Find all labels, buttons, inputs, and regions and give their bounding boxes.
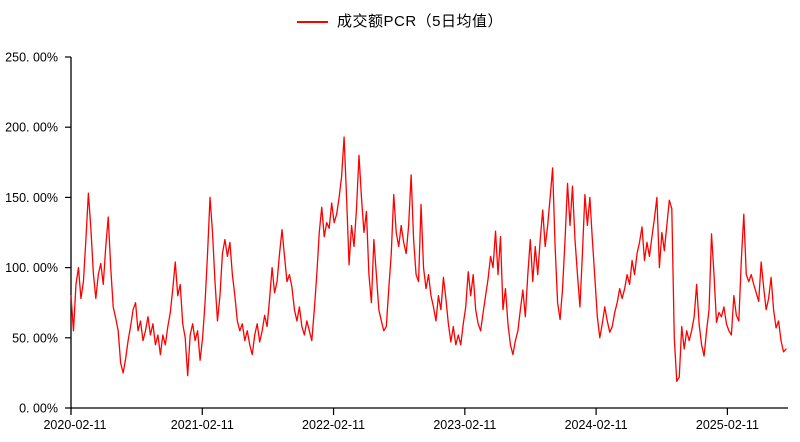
y-axis-tick-label: 100. 00% bbox=[5, 261, 58, 275]
legend: 成交额PCR（5日均值） bbox=[0, 12, 800, 32]
x-axis-tick-label: 2023-02-11 bbox=[433, 418, 496, 432]
x-axis-tick-label: 2022-02-11 bbox=[302, 418, 365, 432]
y-axis-tick-label: 200. 00% bbox=[5, 121, 58, 135]
legend-line-swatch bbox=[296, 21, 328, 23]
x-axis-tick-label: 2021-02-11 bbox=[171, 418, 234, 432]
x-axis-tick-label: 2020-02-11 bbox=[43, 418, 106, 432]
pcr-line-series bbox=[70, 136, 787, 382]
x-axis-tick-label: 2024-02-11 bbox=[565, 418, 628, 432]
y-axis-tick-label: 50. 00% bbox=[12, 331, 58, 345]
y-axis-tick-label: 250. 00% bbox=[5, 51, 58, 65]
y-axis-tick-label: 150. 00% bbox=[5, 191, 58, 205]
x-axis-tick-label: 2025-02-11 bbox=[696, 418, 759, 432]
legend-label: 成交额PCR（5日均值） bbox=[336, 13, 503, 30]
y-axis-tick-label: 0. 00% bbox=[19, 402, 58, 416]
